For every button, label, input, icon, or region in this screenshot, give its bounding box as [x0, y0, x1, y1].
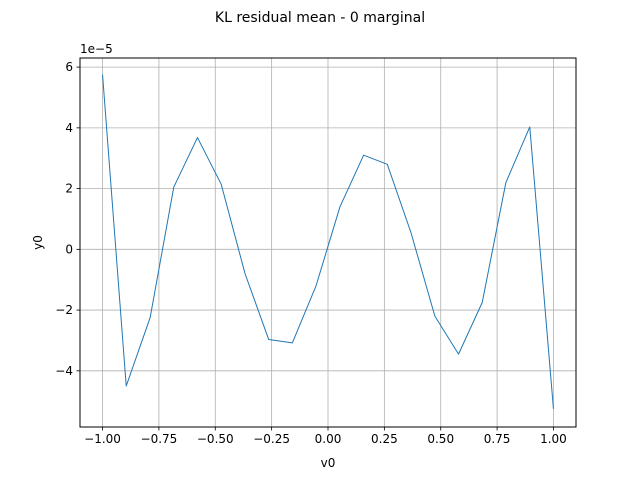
- x-axis-label: v0: [321, 456, 336, 470]
- y-tick-label: 2: [65, 182, 73, 196]
- x-tick-label: 0.75: [484, 432, 511, 446]
- y-tick-label: 0: [65, 242, 73, 256]
- y-offset-label: 1e−5: [80, 42, 113, 56]
- x-tick-label: −0.50: [197, 432, 234, 446]
- y-axis: −4 −2 0 2 4 6: [55, 60, 80, 378]
- x-tick-label: 0.00: [315, 432, 342, 446]
- x-tick-label: −1.00: [84, 432, 121, 446]
- x-axis: −1.00 −0.75 −0.50 −0.25 0.00 0.25 0.50 0.75 1.00: [84, 427, 567, 446]
- series-layer: [102, 74, 554, 409]
- y-axis-label: y0: [31, 235, 45, 250]
- x-tick-label: 0.50: [427, 432, 454, 446]
- x-tick-label: 1.00: [540, 432, 567, 446]
- x-tick-label: 0.25: [371, 432, 398, 446]
- y-tick-label: 6: [65, 60, 73, 74]
- x-tick-label: −0.25: [253, 432, 290, 446]
- series-line: [102, 74, 554, 409]
- chart-title: KL residual mean - 0 marginal: [215, 10, 425, 26]
- y-tick-label: −4: [55, 364, 73, 378]
- y-tick-label: −2: [55, 303, 73, 317]
- x-tick-label: −0.75: [141, 432, 178, 446]
- y-tick-label: 4: [65, 121, 73, 135]
